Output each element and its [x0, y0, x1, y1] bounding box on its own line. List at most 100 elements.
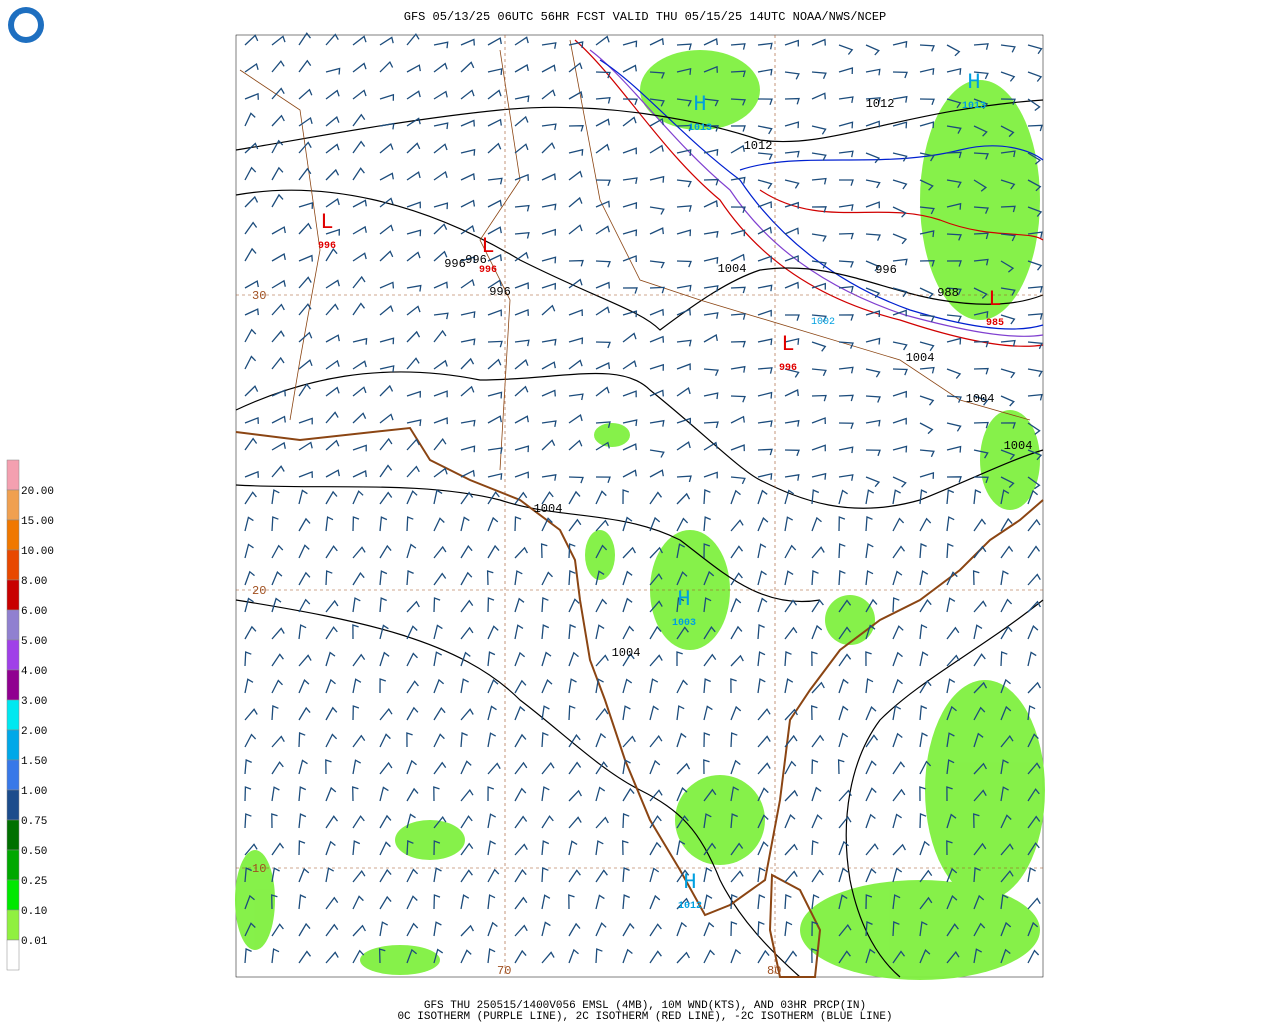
wind-barb — [811, 651, 818, 667]
wind-barb — [541, 867, 549, 883]
precip-areas — [235, 50, 1045, 980]
wind-barb — [649, 678, 659, 694]
wind-barb — [757, 894, 766, 910]
wind-barb — [379, 337, 395, 345]
wind-barb — [298, 950, 312, 964]
wind-barb — [460, 949, 472, 964]
wind-barb — [838, 232, 854, 240]
legend-swatch — [6, 459, 20, 491]
wind-barb — [541, 389, 556, 397]
wind-barb — [784, 678, 794, 694]
wind-barb — [622, 360, 637, 370]
wind-barb — [379, 895, 392, 910]
wind-barb — [1000, 948, 1011, 964]
wind-barb — [1000, 598, 1013, 613]
wind-barb — [649, 625, 662, 640]
wind-barb — [838, 599, 852, 613]
wind-barb — [865, 260, 880, 272]
wind-barb — [757, 651, 766, 667]
wind-barb — [541, 256, 557, 264]
wind-barb — [352, 895, 364, 910]
wind-barb — [622, 546, 636, 559]
wind-barb — [1000, 489, 1010, 505]
wind-barb — [568, 224, 583, 235]
wind-barb — [487, 254, 502, 262]
wind-barb — [730, 921, 738, 937]
wind-barb — [757, 125, 773, 135]
wind-barb — [946, 597, 956, 613]
wind-barb — [973, 867, 981, 883]
wind-barb — [595, 544, 608, 559]
wind-barb — [271, 60, 285, 73]
wind-barb — [352, 412, 367, 424]
wind-barb — [676, 651, 683, 666]
wind-barb — [865, 233, 881, 241]
wind-barb — [757, 201, 772, 209]
wind-barb — [757, 255, 772, 263]
wind-barb — [595, 519, 609, 532]
wind-barb — [838, 422, 854, 430]
wind-barb — [838, 474, 854, 481]
wind-barb — [433, 489, 443, 505]
wind-barb — [487, 279, 502, 289]
legend-label: 0.50 — [21, 846, 47, 858]
wind-barb — [730, 125, 746, 132]
wind-barb — [352, 490, 364, 505]
wind-barb — [865, 419, 881, 427]
wind-barb — [1027, 98, 1041, 112]
wind-barb — [379, 61, 394, 73]
wind-barb — [919, 705, 928, 721]
wind-barb — [838, 285, 854, 293]
wind-barb — [325, 867, 335, 883]
wind-barb — [919, 206, 935, 215]
wind-barb — [487, 786, 495, 802]
precip — [925, 680, 1045, 900]
wind-barb — [919, 624, 928, 640]
wind-barb — [568, 948, 579, 964]
wind-barb — [460, 842, 474, 856]
wind-barb — [1000, 786, 1009, 802]
wind-barb — [703, 625, 716, 640]
latitude-label: 30 — [252, 289, 266, 303]
wind-barb — [298, 840, 306, 856]
wind-barb — [973, 367, 989, 375]
wind-barb — [595, 143, 610, 154]
wind-barb — [379, 250, 394, 262]
wind-barb — [919, 543, 927, 559]
wind-barb — [973, 681, 988, 694]
wind-barb — [676, 67, 692, 75]
wind-barb — [325, 490, 338, 505]
wind-barb — [1000, 921, 1012, 937]
wind-barb — [433, 921, 442, 937]
wind-barb — [298, 894, 307, 910]
wind-barb — [865, 368, 881, 378]
footer-line: 0C ISOTHERM (PURPLE LINE), 2C ISOTHERM (… — [397, 1011, 892, 1023]
coastlines — [235, 39, 1044, 978]
wind-barb — [703, 333, 718, 343]
precip — [800, 880, 1040, 980]
wind-barb — [973, 789, 987, 802]
wind-barb — [325, 334, 340, 343]
wind-barb — [703, 543, 711, 559]
wind-barb — [352, 949, 365, 964]
wind-barb — [730, 842, 744, 856]
wind-barb — [244, 543, 254, 559]
wind-barb — [568, 170, 583, 181]
wind-barb — [622, 332, 637, 343]
wind-barb — [622, 652, 635, 667]
wind-barb — [622, 489, 630, 505]
wind-barb — [1000, 150, 1016, 158]
wind-barb — [1000, 125, 1015, 138]
wind-barb — [595, 118, 610, 127]
wind-barb — [892, 233, 908, 245]
wind-barb — [271, 597, 282, 613]
wind-barb — [838, 840, 849, 856]
wind-barb — [514, 896, 528, 910]
wind-barb — [973, 842, 987, 856]
wind-barb — [379, 868, 392, 883]
wind-barb — [514, 143, 529, 154]
wind-barb — [946, 422, 962, 432]
wind-barb — [271, 679, 283, 694]
wind-barb — [244, 142, 259, 154]
